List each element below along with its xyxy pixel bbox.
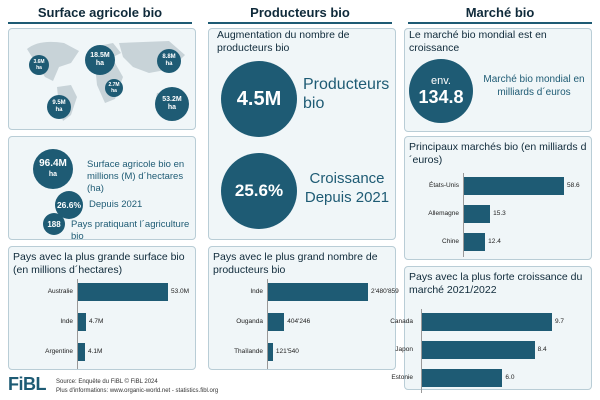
bar: [78, 313, 86, 331]
column-header-marche: Marché bio: [400, 0, 600, 24]
bar-category-label: Ouganda: [236, 318, 263, 325]
producers-growth-label: Croissance Depuis 2021: [304, 170, 390, 206]
bar-category-label: Inde: [250, 288, 263, 295]
region-unit: ha: [167, 104, 177, 111]
market-prefix: env.: [431, 75, 451, 87]
bar: [78, 343, 85, 361]
bar: [78, 283, 168, 301]
region-circle-2: 18.5M ha: [85, 45, 115, 75]
bar-category-label: Canada: [390, 318, 413, 325]
bar: [268, 283, 368, 301]
bar-value-label: 4.7M: [88, 318, 104, 325]
chart-axis: [267, 279, 268, 369]
bar: [464, 177, 564, 195]
bar-value-label: 15.3: [493, 210, 506, 217]
bar-value-label: 12.4: [488, 238, 501, 245]
bar-category-label: Thaïlande: [234, 348, 263, 355]
bar-category-label: Inde: [60, 318, 73, 325]
chart-axis: [463, 173, 464, 257]
surface-unit: ha: [48, 171, 58, 178]
region-value: 3.6M: [33, 59, 45, 65]
bar: [268, 343, 273, 361]
bar-value-label: 4.1M: [87, 348, 103, 355]
market-label: Marché bio mondial en milliards d´euros: [483, 74, 585, 98]
region-circle-4: 2.7M ha: [105, 79, 123, 97]
footer-info: Plus d'informations: www.organic-world.n…: [56, 388, 219, 394]
region-value: 18.5M: [90, 52, 110, 59]
bar: [422, 369, 503, 387]
region-circle-3: 8.8M ha: [157, 49, 181, 73]
chart-producers-panel: Pays avec le plus grand nombre de produc…: [208, 246, 399, 370]
region-value: 8.8M: [162, 54, 176, 60]
market-value: 134.8: [418, 87, 464, 107]
chart-title: Pays avec la plus forte croissance du ma…: [409, 271, 583, 296]
chart-axis: [77, 279, 78, 369]
region-value: 2.7M: [108, 82, 120, 88]
growth-value: 26.6%: [56, 200, 82, 210]
bar-category-label: États-Unis: [429, 182, 459, 189]
chart-growth-panel: Pays avec la plus forte croissance du ma…: [390, 266, 592, 393]
bar-value-label: 9.7: [555, 318, 565, 325]
bar: [268, 313, 285, 331]
market-title: Le marché bio mondial est en croissance: [409, 29, 547, 54]
region-circle-1: 3.6M ha: [29, 55, 49, 75]
surface-value: 96.4M: [39, 158, 67, 169]
producers-panel: Augmentation du nombre de producteurs bi…: [208, 28, 396, 240]
bar-category-label: Argentine: [45, 348, 73, 355]
region-circle-6: 53.2M ha: [155, 87, 189, 121]
surface-circle: 96.4M ha: [33, 149, 73, 189]
region-value: 53.2M: [162, 96, 182, 103]
producers-title: Augmentation du nombre de producteurs bi…: [217, 29, 350, 54]
world-map-panel: 3.6M ha 18.5M ha 8.8M ha 2.7M ha 9.5M ha…: [8, 28, 196, 130]
region-unit: ha: [165, 61, 173, 67]
fibl-logo: FiBL: [8, 374, 47, 394]
region-unit: ha: [95, 60, 105, 67]
region-unit: ha: [55, 107, 63, 113]
north-america-shape: [27, 41, 79, 81]
bar-value-label: 404'246: [287, 318, 311, 325]
bar: [422, 341, 535, 359]
bar-value-label: 6.0: [505, 374, 515, 381]
bar-category-label: Estonie: [391, 374, 413, 381]
chart-markets-panel: Principaux marchés bio (en milliards d´e…: [404, 136, 592, 260]
bar: [464, 205, 491, 223]
bar: [464, 233, 486, 251]
bar-value-label: 58.6: [567, 182, 580, 189]
chart-title: Pays avec le plus grand nombre de produc…: [213, 251, 378, 276]
region-value: 9.5M: [52, 100, 66, 106]
bar-category-label: Allemagne: [428, 210, 459, 217]
countries-circle: 188: [43, 213, 65, 235]
market-panel: Le marché bio mondial est en croissance …: [404, 28, 592, 132]
bar-value-label: 8.4: [537, 346, 547, 353]
column-header-producteurs: Producteurs bio: [200, 0, 400, 24]
surface-text: Surface agricole bio en millions (M) d´h…: [87, 159, 185, 194]
column-header-surface: Surface agricole bio: [0, 0, 200, 24]
surface-stats-panel: 96.4M ha Surface agricole bio en million…: [8, 136, 196, 242]
region-circle-5: 9.5M ha: [47, 95, 71, 119]
bar-category-label: Japon: [395, 346, 413, 353]
bar-category-label: Australie: [47, 288, 73, 295]
growth-text: Depuis 2021: [89, 199, 143, 210]
bar-value-label: 53.0M: [171, 288, 190, 295]
bar-value-label: 121'540: [275, 348, 299, 355]
chart-title: Principaux marchés bio (en milliards d´e…: [409, 141, 587, 166]
countries-value: 188: [47, 219, 61, 229]
region-unit: ha: [36, 65, 42, 71]
footer-source: Source: Enquête du FiBL © FiBL 2024: [56, 379, 158, 385]
chart-surface-panel: Pays avec la plus grande surface bio (en…: [8, 246, 196, 370]
region-unit: ha: [111, 88, 117, 94]
bar-category-label: Chine: [442, 238, 459, 245]
countries-text: Pays pratiquant l´agriculture bio: [71, 219, 190, 242]
producers-circle: 4.5M: [221, 61, 297, 137]
market-circle: env. 134.8: [409, 59, 473, 123]
chart-title: Pays avec la plus grande surface bio (en…: [13, 251, 185, 276]
producers-growth-value: 25.6%: [234, 181, 284, 200]
producers-growth-circle: 25.6%: [221, 153, 297, 229]
producers-value: 4.5M: [236, 87, 282, 110]
producers-label: Producteurs bio: [303, 76, 390, 112]
bar: [422, 313, 552, 331]
chart-axis: [421, 309, 422, 393]
bar-value-label: 2'480'859: [371, 288, 399, 295]
